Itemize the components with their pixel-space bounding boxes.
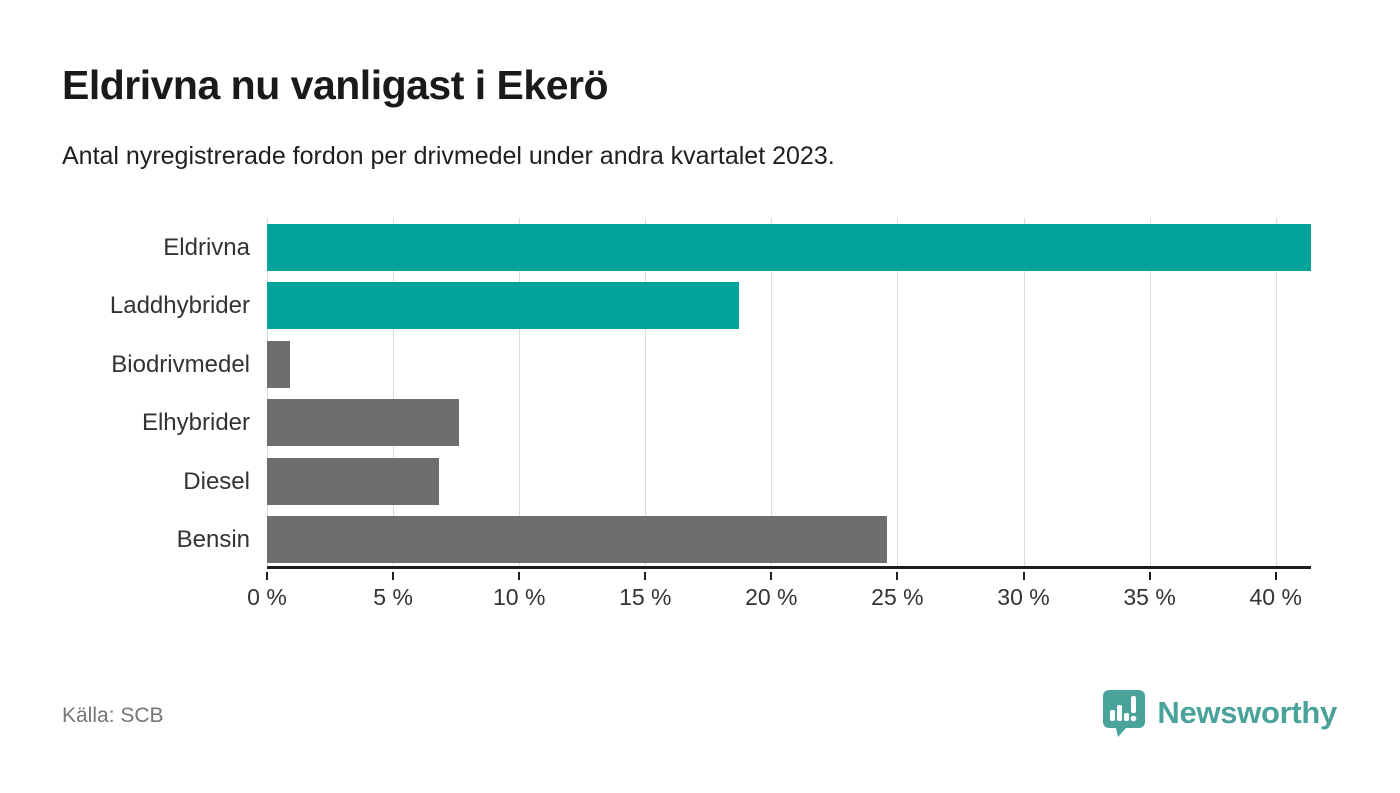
bar-eldrivna (267, 223, 1311, 271)
newsworthy-logo: Newsworthy (1101, 688, 1337, 738)
bar-diesel (267, 457, 439, 505)
tick-label-25: 25 % (871, 584, 924, 610)
brand-name: Newsworthy (1157, 695, 1337, 730)
bar-biodrivmedel (267, 340, 290, 388)
bar-chart: Eldrivna Laddhybrider Biodrivmedel Elhybrid… (0, 218, 1400, 638)
tick-label-40: 40 % (1249, 584, 1302, 610)
gridline-0 (267, 218, 268, 566)
tick-label-15: 15 % (619, 584, 672, 610)
gridline-35 (1149, 218, 1151, 566)
source-note: Källa: SCB (62, 704, 164, 727)
tick-mark-0 (266, 572, 268, 580)
bar-row-eldrivna (267, 223, 1311, 271)
tick-mark-30 (1022, 572, 1025, 580)
gridline-15 (645, 218, 647, 566)
tick-mark-15 (644, 572, 647, 580)
tick-mark-25 (896, 572, 899, 580)
gridline-20 (771, 218, 773, 566)
tick-mark-10 (518, 572, 521, 580)
tick-label-0: 0 % (247, 584, 287, 610)
tick-label-30: 30 % (997, 584, 1050, 610)
chart-title: Eldrivna nu vanligast i Ekerö (62, 62, 609, 108)
gridline-25 (897, 218, 899, 566)
gridline-10 (519, 218, 521, 566)
tick-mark-40 (1274, 572, 1277, 580)
bar-laddhybrider (267, 282, 739, 330)
category-label-laddhybrider: Laddhybrider (109, 292, 250, 320)
bar-bensin (267, 516, 888, 564)
tick-label-20: 20 % (745, 584, 798, 610)
tick-mark-20 (770, 572, 773, 580)
tick-mark-35 (1148, 572, 1151, 580)
tick-label-35: 35 % (1123, 584, 1176, 610)
tick-mark-5 (392, 572, 395, 580)
newsworthy-bar-chart-bubble-icon (1103, 690, 1146, 737)
category-label-biodrivmedel: Biodrivmedel (111, 350, 250, 378)
bar-row-diesel (267, 457, 1311, 505)
tick-label-5: 5 % (373, 584, 413, 610)
chart-subtitle: Antal nyregistrerade fordon per drivmede… (62, 142, 835, 170)
gridline-30 (1023, 218, 1025, 566)
category-label-elhybrider: Elhybrider (141, 409, 250, 437)
gridline-40 (1275, 218, 1277, 566)
bar-row-biodrivmedel (267, 340, 1311, 388)
bar-row-elhybrider (267, 399, 1311, 447)
category-label-diesel: Diesel (183, 467, 250, 495)
gridline-5 (393, 218, 395, 566)
plot-area (267, 218, 1311, 569)
bar-elhybrider (267, 399, 459, 447)
bar-row-laddhybrider (267, 282, 1311, 330)
category-label-eldrivna: Eldrivna (163, 233, 250, 261)
bar-row-bensin (267, 516, 1311, 564)
category-label-bensin: Bensin (176, 526, 250, 554)
tick-label-10: 10 % (492, 584, 546, 610)
